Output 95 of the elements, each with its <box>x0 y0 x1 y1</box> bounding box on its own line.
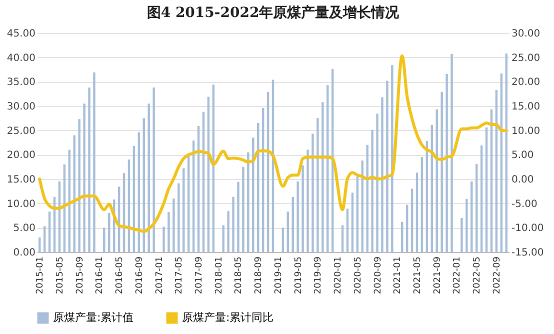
x-tick-label: 2019-09 <box>314 256 324 294</box>
y-tick-label: 25.00 <box>6 126 36 137</box>
bar <box>381 97 384 252</box>
y2-tick-label: -10.00 <box>512 223 544 234</box>
bar <box>366 144 368 252</box>
y2-tick-label: 20.00 <box>512 77 540 88</box>
bar <box>172 198 175 252</box>
x-tick-label: 2022-01 <box>452 256 463 294</box>
bar <box>247 152 250 252</box>
bar <box>93 72 96 252</box>
bar <box>296 181 299 252</box>
y2-tick-label: -15.00 <box>512 248 544 258</box>
y-tick-label: 35.00 <box>6 77 36 88</box>
bar <box>376 114 378 252</box>
bar <box>103 228 106 252</box>
x-tick-label: 2021-09 <box>432 256 443 294</box>
bar <box>450 54 453 252</box>
y2-tick-label: -5.00 <box>512 198 538 210</box>
chart-title: 图4 2015-2022年原煤产量及增长情况 <box>146 4 400 21</box>
bar <box>227 211 230 252</box>
bar <box>312 134 314 252</box>
x-tick-label: 2021-01 <box>393 256 404 294</box>
bar <box>252 138 254 252</box>
x-tick-label: 2016-05 <box>115 256 126 294</box>
x-tick-label: 2020-01 <box>334 256 344 294</box>
x-tick-label: 2017-09 <box>194 256 205 294</box>
y2-tick-label: 25.00 <box>512 52 540 64</box>
y2-tick-label: 30.00 <box>512 28 540 40</box>
bar <box>232 197 234 252</box>
y-tick-label: 15.00 <box>6 174 36 186</box>
x-tick-label: 2015-05 <box>55 256 66 294</box>
x-tick-label: 2015-09 <box>75 256 86 294</box>
y-tick-label: 40.00 <box>6 52 36 64</box>
bar <box>242 166 244 252</box>
bar <box>282 228 284 252</box>
y-tick-label: 5.00 <box>13 223 36 234</box>
x-tick-label: 2017-05 <box>174 256 185 294</box>
line-series <box>38 54 508 234</box>
x-tick-label: 2017-01 <box>154 256 165 294</box>
x-tick-label: 2022-09 <box>492 256 502 294</box>
bar <box>162 226 165 252</box>
x-tick-label: 2021-05 <box>413 256 424 294</box>
y-tick-label: 45.00 <box>6 28 36 40</box>
x-tick-label: 2018-09 <box>254 256 264 294</box>
x-tick-label: 2020-09 <box>373 256 384 294</box>
bar <box>351 192 354 252</box>
bar <box>43 226 46 252</box>
bar <box>440 92 443 252</box>
bar <box>108 213 110 252</box>
bar <box>168 212 170 252</box>
bar <box>222 225 224 252</box>
bar <box>286 212 290 252</box>
bar <box>316 118 319 252</box>
bar <box>88 88 90 252</box>
legend-label: 原煤产量:累计值 <box>53 311 134 324</box>
legend-label: 原煤产量:累计同比 <box>182 311 274 324</box>
bar <box>341 225 344 252</box>
bar <box>78 119 80 252</box>
bar <box>148 104 150 252</box>
x-tick-label: 2016-09 <box>134 256 145 294</box>
bar <box>446 74 448 252</box>
bar <box>460 218 463 252</box>
bar <box>152 88 155 252</box>
bar <box>237 182 240 252</box>
bar <box>346 208 349 252</box>
y2-tick-label: 10.00 <box>512 126 540 137</box>
bar <box>322 102 324 252</box>
bar <box>466 198 468 252</box>
x-tick-label: 2018-05 <box>234 256 244 294</box>
y-tick-label: 10.00 <box>6 198 36 210</box>
x-tick-label: 2018-01 <box>214 256 224 294</box>
y2-tick-label: 15.00 <box>512 102 540 112</box>
y-tick-label: 0.00 <box>13 248 36 258</box>
y-tick-label: 30.00 <box>6 102 36 112</box>
bar <box>83 104 86 252</box>
x-tick-label: 2019-01 <box>274 256 284 294</box>
x-tick-label: 2015-01 <box>36 256 46 294</box>
x-tick-label: 2016-01 <box>95 256 106 294</box>
y2-tick-label: 5.00 <box>512 150 534 162</box>
bar <box>386 80 388 252</box>
bar <box>292 197 294 252</box>
bar <box>178 183 180 252</box>
bar <box>302 165 304 252</box>
bar <box>48 212 51 252</box>
bar <box>410 188 414 252</box>
y-tick-label: 20.00 <box>6 150 36 162</box>
x-tick-label: 2022-05 <box>472 256 483 294</box>
bar <box>391 65 394 252</box>
bar <box>371 130 374 252</box>
bar <box>416 172 418 252</box>
x-tick-label: 2019-05 <box>294 256 304 294</box>
x-tick-label: 2020-05 <box>353 256 364 294</box>
bar <box>420 157 424 252</box>
y2-tick-label: 0.00 <box>512 174 534 186</box>
bar <box>306 150 309 252</box>
